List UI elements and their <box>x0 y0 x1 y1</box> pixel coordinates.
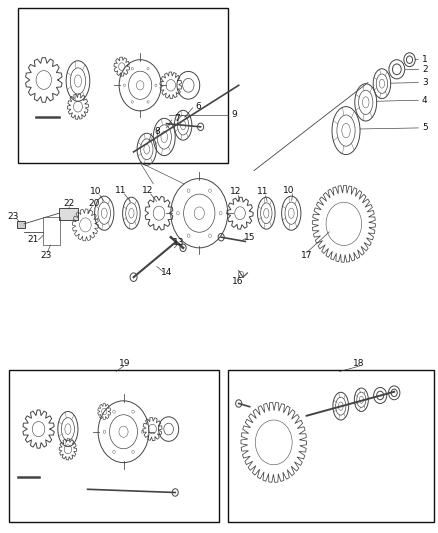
Text: 10: 10 <box>90 188 101 196</box>
Bar <box>18 8 228 163</box>
Text: 12: 12 <box>230 188 241 196</box>
Text: 6: 6 <box>195 102 201 111</box>
Text: 19: 19 <box>119 359 131 368</box>
Text: 14: 14 <box>161 269 172 277</box>
Text: 13: 13 <box>173 238 184 247</box>
Bar <box>9 370 219 522</box>
Text: 16: 16 <box>232 277 243 286</box>
Text: 5: 5 <box>422 124 428 132</box>
Text: 22: 22 <box>64 199 75 208</box>
Text: 8: 8 <box>154 127 160 136</box>
Bar <box>43 217 60 245</box>
Text: 21: 21 <box>27 236 39 244</box>
Text: 2: 2 <box>422 65 427 74</box>
Bar <box>228 370 434 522</box>
Text: 11: 11 <box>257 188 268 196</box>
Text: 11: 11 <box>115 186 127 195</box>
Text: 23: 23 <box>40 252 52 260</box>
Text: 10: 10 <box>283 186 295 195</box>
Text: 15: 15 <box>244 233 255 241</box>
Text: 3: 3 <box>422 78 428 87</box>
Text: 9: 9 <box>231 110 237 118</box>
Text: 12: 12 <box>142 186 154 195</box>
Bar <box>17 221 25 228</box>
Text: 7: 7 <box>174 114 180 123</box>
Text: 1: 1 <box>422 55 428 63</box>
Text: 23: 23 <box>7 212 19 221</box>
Bar <box>59 208 78 220</box>
Text: 18: 18 <box>353 359 365 368</box>
Text: 4: 4 <box>422 96 427 104</box>
Text: 20: 20 <box>88 199 100 208</box>
Text: 17: 17 <box>301 252 312 260</box>
